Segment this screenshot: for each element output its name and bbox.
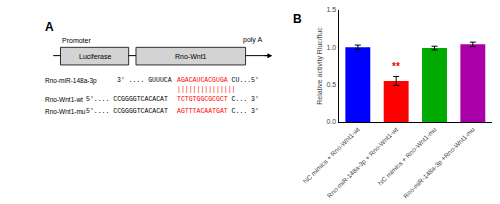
svg-text:3' .... GUUUCA: 3' .... GUUUCA bbox=[117, 77, 172, 84]
svg-text:TCTGTGGCGCGCT C... 3': TCTGTGGCGCGCT C... 3' bbox=[177, 96, 259, 103]
svg-text:Rno-miR-148a-3p + Rno-Wnt1-wt: Rno-miR-148a-3p + Rno-Wnt1-wt bbox=[326, 125, 400, 199]
svg-text:1.0: 1.0 bbox=[327, 44, 337, 51]
svg-text:Rno-Wnt1-mu: Rno-Wnt1-mu bbox=[45, 108, 86, 115]
svg-text:0.5: 0.5 bbox=[327, 81, 337, 88]
svg-text:Rno-Wnt1: Rno-Wnt1 bbox=[175, 53, 207, 60]
svg-text:**: ** bbox=[392, 61, 400, 72]
svg-text:0.0: 0.0 bbox=[327, 118, 337, 125]
svg-text:NC mimics + Rno-Wnt1-wt: NC mimics + Rno-Wnt1-wt bbox=[302, 125, 361, 184]
svg-text:5'.... CCGGGGTCACACAT: 5'.... CCGGGGTCACACAT bbox=[86, 108, 172, 115]
svg-text:AGACAUCACGUGA CU...5': AGACAUCACGUGA CU...5' bbox=[177, 77, 259, 84]
svg-text:B: B bbox=[293, 12, 302, 26]
svg-text:AGTTTACAATGAT C... 3': AGTTTACAATGAT C... 3' bbox=[177, 108, 259, 115]
svg-text:Rno-miR-148a-3p: Rno-miR-148a-3p bbox=[45, 77, 97, 85]
svg-text:Rno-miR-148a-3p +Rno-Wnt1-mu: Rno-miR-148a-3p +Rno-Wnt1-mu bbox=[402, 125, 477, 200]
svg-text:NC mimics + Rno-Wnt1-mu: NC mimics + Rno-Wnt1-mu bbox=[376, 125, 437, 186]
svg-text:Rno-Wnt1-wt: Rno-Wnt1-wt bbox=[45, 96, 83, 103]
svg-text:Promoter: Promoter bbox=[62, 37, 91, 44]
svg-text:5'.... CCGGGGTCACACAT: 5'.... CCGGGGTCACACAT bbox=[86, 96, 172, 103]
svg-text:Luciferase: Luciferase bbox=[79, 53, 111, 60]
svg-text:A: A bbox=[45, 20, 54, 34]
svg-text:1.5: 1.5 bbox=[327, 6, 337, 13]
svg-text:poly A: poly A bbox=[243, 36, 262, 44]
svg-text:Relative activity Rluc/fluc: Relative activity Rluc/fluc bbox=[316, 27, 324, 105]
svg-text:|||||||||||||||: ||||||||||||||| bbox=[177, 86, 236, 93]
